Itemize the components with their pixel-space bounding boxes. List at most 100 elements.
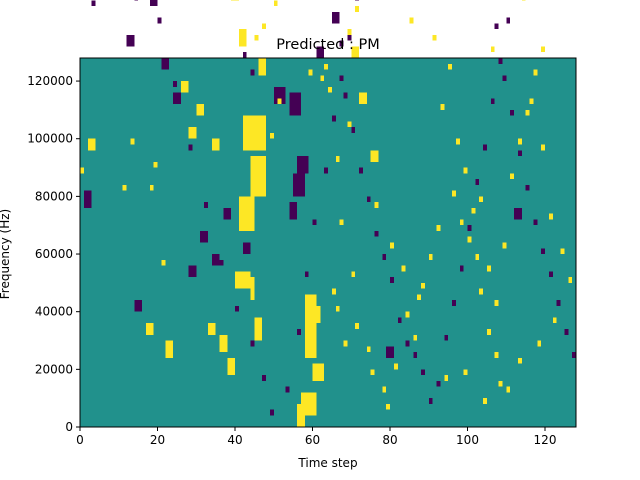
- heatmap-cell-low: [517, 150, 522, 157]
- heatmap-cell-high: [347, 29, 352, 35]
- heatmap-cell-low: [351, 127, 356, 133]
- heatmap-cell-low: [452, 300, 456, 306]
- heatmap-cell-high: [421, 282, 425, 289]
- heatmap-cell-low: [242, 52, 247, 58]
- heatmap-cell-high: [541, 46, 545, 53]
- heatmap-cell-high: [343, 340, 348, 347]
- heatmap-cell-low: [200, 230, 208, 243]
- heatmap-cell-low: [126, 34, 135, 47]
- heatmap-cell-high: [529, 98, 534, 105]
- heatmap-cell-high: [122, 184, 127, 191]
- heatmap-cell-low: [161, 58, 170, 70]
- heatmap-cell-high: [498, 380, 503, 387]
- heatmap-cell-low: [548, 271, 553, 278]
- heatmap-cell-low: [269, 409, 274, 416]
- y-tick-label: 0: [65, 420, 73, 434]
- heatmap-cell-low: [475, 179, 480, 185]
- heatmap-cell-low: [262, 375, 266, 381]
- heatmap-cell-high: [494, 300, 499, 306]
- heatmap-cell-high: [238, 196, 255, 231]
- heatmap-cell-high: [351, 271, 356, 278]
- heatmap-cell-high: [455, 138, 460, 145]
- heatmap-cell-low: [533, 219, 538, 226]
- heatmap-cell-high: [273, 0, 278, 7]
- heatmap-cell-high: [277, 98, 282, 105]
- heatmap-cell-high: [254, 34, 259, 41]
- heatmap-cell-high: [393, 363, 398, 370]
- chart-title: Predicted : PM: [276, 37, 379, 53]
- heatmap-cell-low: [525, 184, 530, 191]
- heatmap-cell-low: [397, 317, 402, 324]
- heatmap-cell-high: [374, 202, 379, 208]
- heatmap-cell-high: [517, 357, 522, 364]
- heatmap-cell-low: [250, 69, 255, 76]
- heatmap-cell-high: [347, 121, 352, 128]
- heatmap-cell-high: [366, 346, 371, 353]
- heatmap-cell-high: [335, 156, 340, 162]
- heatmap-cell-high: [145, 323, 154, 335]
- heatmap-cell-high: [486, 328, 491, 335]
- x-tick-label: 0: [76, 433, 84, 447]
- heatmap-cell-high: [436, 225, 441, 231]
- heatmap-cell-low: [289, 92, 301, 116]
- heatmap-cell-high: [552, 317, 557, 324]
- heatmap-cell-high: [428, 254, 433, 260]
- heatmap-cell-low: [506, 17, 511, 24]
- x-tick-label: 100: [456, 433, 479, 447]
- heatmap-cell-low: [374, 230, 379, 237]
- heatmap-cell-high: [444, 375, 449, 381]
- heatmap-cell-low: [188, 144, 193, 151]
- y-tick-label: 60000: [35, 247, 73, 261]
- heatmap-cell-high: [153, 161, 158, 168]
- heatmap-cell-high: [533, 69, 538, 76]
- y-tick-label: 40000: [35, 305, 73, 319]
- heatmap-cell-high: [494, 352, 499, 358]
- heatmap-cell-high: [467, 236, 472, 243]
- heatmap-cell-low: [289, 202, 297, 220]
- heatmap-cell-high: [219, 334, 228, 353]
- heatmap-cell-high: [308, 69, 313, 76]
- heatmap-cell-low: [436, 380, 441, 387]
- y-tick-label: 80000: [35, 189, 73, 203]
- heatmap-cell-high: [359, 92, 367, 105]
- heatmap-cell-high: [227, 357, 235, 376]
- x-tick-label: 40: [227, 433, 242, 447]
- heatmap-cell-high: [180, 81, 189, 93]
- heatmap-cell-low: [510, 109, 514, 116]
- heatmap-cell-low: [366, 196, 371, 203]
- heatmap-cell-high: [440, 104, 445, 110]
- heatmap-cell-low: [459, 265, 464, 272]
- heatmap-cell-low: [494, 23, 499, 30]
- heatmap-cell-high: [486, 265, 491, 272]
- heatmap-cell-high: [390, 242, 394, 249]
- heatmap-cell-low: [343, 92, 348, 99]
- heatmap-cell-low: [564, 328, 569, 335]
- x-axis: 0 20 40 60 80 100 120: [76, 427, 556, 447]
- heatmap-cell-high: [331, 288, 336, 295]
- x-tick-label: 120: [534, 433, 557, 447]
- heatmap-cell-low: [250, 340, 255, 347]
- heatmap-cell-low: [134, 300, 142, 312]
- heatmap-cell-high: [483, 398, 487, 404]
- heatmap-cell-low: [331, 11, 340, 24]
- heatmap-cell-high: [207, 323, 216, 335]
- heatmap-cell-high: [502, 242, 507, 249]
- heatmap-cell-high: [235, 271, 251, 289]
- heatmap-cell-high: [242, 115, 266, 151]
- heatmap-cell-low: [173, 81, 177, 87]
- heatmap-cell-low: [316, 46, 325, 58]
- heatmap-cell-low: [211, 254, 220, 266]
- heatmap-cell-low: [149, 0, 158, 7]
- x-tick-label: 60: [305, 433, 320, 447]
- heatmap-cell-low: [541, 248, 545, 255]
- heatmap-cell-high: [479, 288, 483, 295]
- heatmap-cell-high: [304, 294, 317, 358]
- heatmap-cell-high: [537, 340, 542, 347]
- heatmap-cell-high: [490, 46, 495, 53]
- heatmap-cell-low: [467, 225, 472, 231]
- x-axis-label: Time step: [297, 456, 357, 470]
- y-tick-label: 20000: [35, 362, 73, 376]
- x-tick-label: 80: [382, 433, 397, 447]
- heatmap-cell-high: [548, 213, 553, 220]
